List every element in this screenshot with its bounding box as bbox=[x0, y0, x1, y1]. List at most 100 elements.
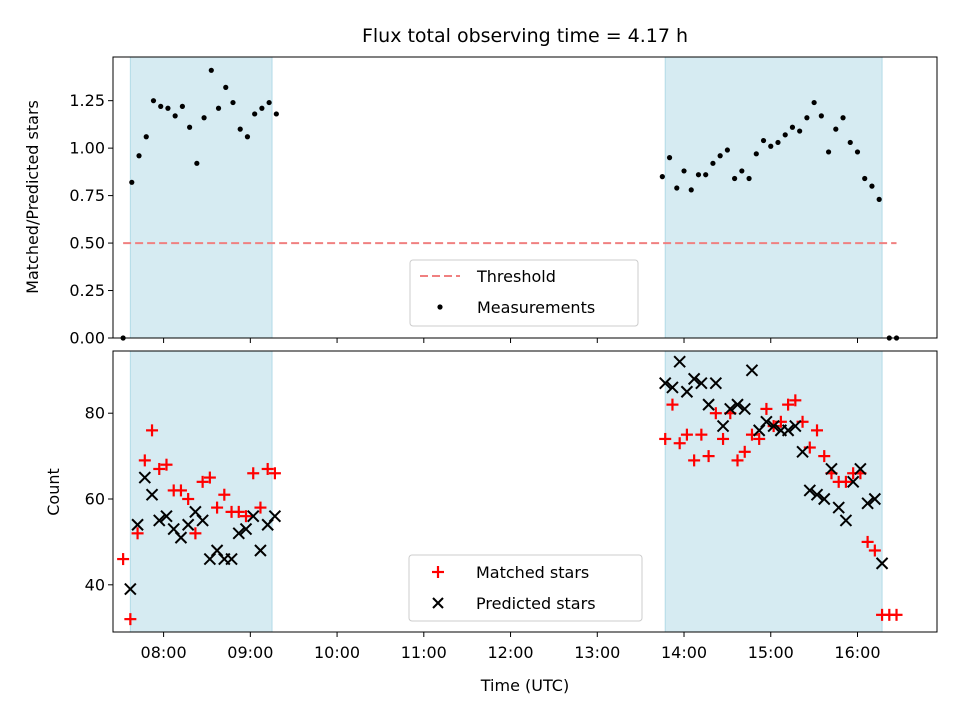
measurement-point bbox=[732, 175, 738, 182]
predicted-star-point bbox=[687, 372, 701, 386]
measurement-point bbox=[825, 149, 832, 155]
predicted-star-point bbox=[731, 398, 744, 411]
x-axis-label: Time (UTC) bbox=[480, 676, 569, 695]
matched-star-point bbox=[131, 527, 144, 540]
legend-matched-swatch bbox=[432, 566, 444, 578]
y-tick-label: 40 bbox=[85, 575, 105, 594]
bottom-y-ticks: 40 60 80 bbox=[85, 404, 113, 594]
measurement-point bbox=[724, 147, 730, 153]
predicted-star-point bbox=[803, 484, 816, 497]
y-tick-label: 0.50 bbox=[69, 234, 105, 253]
top-panel: 0.00 0.25 0.50 0.75 1.00 1.25 Matched/Predict… bbox=[23, 56, 938, 348]
x-tick-label: 08:00 bbox=[141, 643, 187, 662]
predicted-star-point bbox=[232, 527, 245, 540]
matched-star-point bbox=[160, 458, 173, 471]
bottom-points bbox=[117, 355, 903, 626]
matched-star-point bbox=[268, 467, 281, 480]
matched-star-point bbox=[861, 535, 874, 548]
measurement-point bbox=[252, 111, 258, 117]
measurement-point bbox=[266, 99, 272, 106]
matched-star-point bbox=[717, 432, 730, 445]
predicted-star-point bbox=[153, 514, 166, 527]
measurement-point bbox=[273, 111, 279, 117]
legend-measurements-swatch bbox=[437, 304, 443, 310]
measurement-point bbox=[208, 67, 214, 73]
x-tick-label: 11:00 bbox=[401, 643, 447, 662]
matched-star-point bbox=[124, 613, 137, 626]
legend-matched-label: Matched stars bbox=[476, 563, 589, 582]
x-tick-label: 16:00 bbox=[834, 643, 880, 662]
measurement-point bbox=[659, 174, 665, 180]
predicted-star-point bbox=[196, 514, 209, 527]
matched-star-point bbox=[189, 527, 202, 540]
measurement-point bbox=[674, 185, 680, 191]
predicted-star-point bbox=[846, 475, 860, 489]
matched-star-point bbox=[818, 450, 831, 463]
measurement-point bbox=[688, 187, 694, 193]
matched-star-point bbox=[753, 432, 766, 445]
shaded-interval-2 bbox=[664, 56, 883, 339]
measurement-point bbox=[666, 155, 673, 161]
y-tick-label: 60 bbox=[85, 490, 105, 509]
predicted-star-point bbox=[818, 492, 831, 506]
shaded-interval-2 bbox=[664, 350, 883, 633]
bottom-axes-frame bbox=[112, 350, 938, 633]
measurement-point bbox=[811, 99, 817, 106]
matched-star-point bbox=[868, 544, 881, 557]
predicted-star-point bbox=[745, 364, 759, 377]
predicted-star-point bbox=[247, 509, 260, 523]
measurement-point bbox=[695, 172, 702, 178]
x-tick-label: 14:00 bbox=[661, 643, 707, 662]
bottom-x-ticks: 08:00 09:00 10:00 11:00 12:00 13:00 14:00 15:00… bbox=[141, 632, 881, 662]
top-points bbox=[120, 67, 900, 341]
predicted-star-point bbox=[810, 488, 824, 501]
matched-star-point bbox=[731, 454, 744, 467]
predicted-star-point bbox=[268, 509, 282, 523]
measurement-point bbox=[840, 115, 846, 121]
matched-star-point bbox=[688, 454, 701, 467]
predicted-star-point bbox=[145, 488, 159, 501]
measurement-point bbox=[230, 99, 236, 106]
bottom-legend-box bbox=[408, 554, 643, 622]
predicted-star-point bbox=[680, 385, 694, 398]
measurement-point bbox=[782, 132, 788, 138]
measurement-point bbox=[136, 153, 142, 159]
predicted-star-point bbox=[709, 376, 723, 390]
measurement-point bbox=[187, 124, 193, 130]
matched-star-point bbox=[254, 501, 267, 514]
matched-star-point bbox=[673, 437, 686, 450]
measurement-point bbox=[223, 84, 229, 90]
measurement-point bbox=[753, 151, 759, 157]
predicted-star-point bbox=[702, 398, 715, 411]
matched-star-point bbox=[146, 424, 159, 437]
predicted-star-point bbox=[825, 462, 838, 476]
predicted-star-point bbox=[695, 376, 708, 390]
y-tick-label: 1.25 bbox=[69, 91, 105, 110]
matched-star-point bbox=[218, 488, 231, 501]
top-shaded-intervals bbox=[129, 56, 883, 339]
matched-star-point bbox=[153, 462, 166, 475]
predicted-star-point bbox=[716, 419, 730, 433]
matched-star-point bbox=[261, 462, 274, 475]
matched-star-point bbox=[702, 450, 715, 463]
matched-star-point bbox=[117, 553, 130, 566]
shaded-interval-1 bbox=[129, 350, 273, 633]
predicted-star-point bbox=[861, 497, 874, 510]
predicted-star-point bbox=[724, 402, 737, 416]
measurement-point bbox=[746, 175, 752, 182]
matched-star-point bbox=[680, 428, 693, 441]
measurement-point bbox=[760, 137, 767, 144]
y-tick-label: 0.25 bbox=[69, 281, 105, 300]
top-axes-frame bbox=[112, 56, 938, 339]
measurement-point bbox=[717, 153, 723, 159]
measurement-point bbox=[797, 128, 803, 134]
matched-star-point bbox=[782, 398, 795, 411]
measurement-point bbox=[876, 196, 882, 202]
x-tick-label: 10:00 bbox=[314, 643, 360, 662]
measurement-point bbox=[710, 160, 716, 166]
predicted-star-point bbox=[760, 415, 773, 428]
predicted-star-point bbox=[796, 445, 809, 459]
top-y-axis-label: Matched/Predicted stars bbox=[23, 100, 42, 294]
measurement-point bbox=[768, 143, 774, 149]
